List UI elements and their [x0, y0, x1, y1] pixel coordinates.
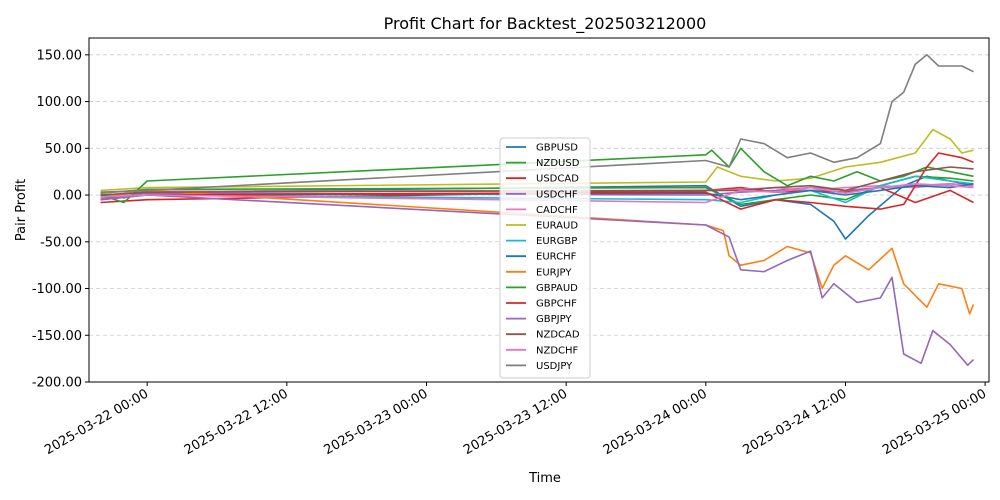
y-tick-label: 150.00: [37, 48, 83, 63]
series-layer: [100, 53, 975, 367]
legend-label: CADCHF: [536, 205, 578, 216]
plot-frame: [88, 37, 990, 383]
y-tick-label: -50.00: [40, 235, 82, 250]
legend-label: GBPUSD: [536, 143, 578, 154]
series-line-usdjpy: [100, 53, 974, 193]
legend-label: USDCHF: [536, 189, 578, 200]
y-tick-label: -200.00: [32, 376, 82, 391]
series-line-gbpjpy: [100, 194, 975, 367]
legend-label: NZDCHF: [536, 345, 579, 356]
legend-label: NZDCAD: [536, 330, 580, 341]
y-tick-label: 100.00: [37, 95, 83, 110]
y-tick-label: 0.00: [53, 189, 82, 204]
legend-label: EURJPY: [536, 267, 572, 278]
y-tick-label: -100.00: [32, 282, 82, 297]
series-line-euraud: [100, 128, 974, 192]
y-axis: -200.00 -150.00 -100.00 -50.00 0.00 50.00 100.…: [32, 48, 89, 391]
legend-label: EURGBP: [536, 236, 577, 247]
legend-label: NZDUSD: [536, 158, 580, 169]
y-tick-label: -150.00: [32, 329, 82, 344]
legend-label: GBPAUD: [536, 283, 578, 294]
legend-label: USDJPY: [536, 361, 573, 372]
legend-label: EURAUD: [536, 221, 578, 232]
y-tick-label: 50.00: [45, 142, 82, 157]
x-axis-label: Time: [528, 471, 561, 486]
legend-label: GBPJPY: [536, 314, 572, 325]
legend-label: USDCAD: [536, 174, 579, 185]
series-line-gbpchf: [100, 152, 974, 210]
y-axis-label: Pair Profit: [14, 179, 29, 241]
legend-label: GBPCHF: [536, 299, 577, 310]
chart-title: Profit Chart for Backtest_202503212000: [384, 14, 707, 34]
legend-label: EURCHF: [536, 252, 577, 263]
legend: GBPUSD NZDUSD USDCAD USDCHF CADCHF EURAUD EURG…: [499, 137, 591, 379]
